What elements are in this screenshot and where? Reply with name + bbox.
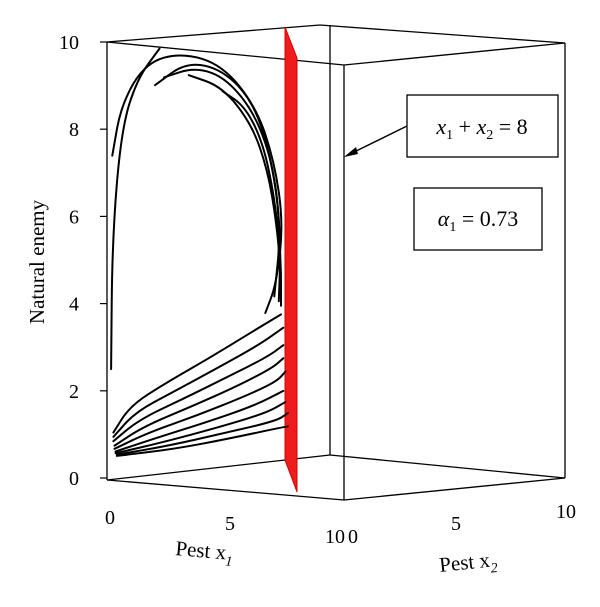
parameter-annotation: α1 = 0.73 bbox=[413, 187, 543, 251]
frame-front-top-left bbox=[106, 41, 345, 66]
box-frame bbox=[106, 24, 566, 501]
parameter-annotation-box bbox=[413, 187, 543, 251]
plane-x1-plus-x2-eq-8 bbox=[284, 26, 298, 493]
frame-back-top-right bbox=[319, 24, 566, 44]
frame-back-bottom-right bbox=[329, 454, 566, 479]
trajectory-15 bbox=[115, 425, 289, 457]
trajectory-9 bbox=[112, 344, 285, 443]
trajectory-8 bbox=[112, 326, 285, 438]
z-axis-label: Natural enemy bbox=[25, 199, 49, 324]
svg-text:Pest x1: Pest x1 bbox=[174, 536, 234, 570]
z-tick-0: 0 bbox=[69, 468, 79, 490]
trajectory-12 bbox=[114, 389, 285, 453]
x2-tick-10: 10 bbox=[556, 501, 576, 523]
z-tick-2: 2 bbox=[69, 381, 79, 403]
plane-eq-rhs: = 8 bbox=[493, 114, 527, 139]
x1-axis-label-sub: 1 bbox=[225, 554, 233, 570]
plane-annotation-text: x1 + x2 = 8 bbox=[435, 114, 527, 143]
trajectory-4 bbox=[163, 68, 282, 303]
x2-tick-0: 0 bbox=[348, 526, 358, 548]
x1-axis-label-text: Pest x bbox=[175, 536, 228, 564]
param-value: = 0.73 bbox=[456, 206, 518, 231]
plane-eq-plus: + bbox=[453, 114, 476, 139]
x2-axis-label: Pest x2 bbox=[438, 547, 498, 582]
trajectory-10 bbox=[113, 357, 285, 447]
trajectory-6 bbox=[221, 90, 282, 307]
x1-tick-5: 5 bbox=[225, 513, 235, 535]
x1-axis-ticks: 0 5 10 bbox=[105, 507, 345, 548]
trajectories bbox=[110, 47, 289, 457]
plane-eq-x: x bbox=[435, 114, 446, 139]
frame-front-bottom-right bbox=[343, 477, 566, 501]
annotation-arrow-head bbox=[344, 147, 358, 157]
frame-front-top-right bbox=[343, 42, 566, 66]
x2-axis-label-sub: 2 bbox=[490, 561, 499, 577]
z-axis-ticks: 0 2 4 6 8 10 bbox=[59, 32, 107, 490]
plane-annotation-box bbox=[406, 94, 559, 158]
plane-eq-sub1: 1 bbox=[446, 128, 453, 143]
x2-tick-5: 5 bbox=[451, 513, 461, 535]
svg-text:Pest x2: Pest x2 bbox=[438, 547, 498, 582]
trajectory-13 bbox=[114, 401, 287, 455]
frame-front-bottom-left bbox=[106, 479, 345, 501]
x1-tick-10: 10 bbox=[325, 526, 345, 548]
param-sub: 1 bbox=[449, 220, 456, 235]
x2-axis-label-text: Pest x bbox=[438, 548, 491, 577]
x1-axis-label: Pest x1 bbox=[174, 536, 234, 570]
trajectory-11 bbox=[113, 370, 287, 450]
trajectory-7 bbox=[112, 313, 283, 434]
plane-eq-x2: x bbox=[476, 114, 487, 139]
param-symbol: α bbox=[438, 206, 450, 231]
parameter-annotation-text: α1 = 0.73 bbox=[438, 206, 518, 235]
trajectory-14 bbox=[115, 412, 289, 456]
z-tick-4: 4 bbox=[69, 294, 79, 316]
trajectory-3 bbox=[154, 63, 281, 298]
plane-eq-sub2: 2 bbox=[486, 128, 493, 143]
plane-annotation: x1 + x2 = 8 bbox=[344, 94, 559, 158]
x2-axis-ticks: 0 5 10 bbox=[348, 501, 576, 548]
z-tick-10: 10 bbox=[59, 32, 79, 54]
trajectory-1 bbox=[110, 47, 161, 371]
x1-tick-0: 0 bbox=[105, 507, 115, 529]
z-tick-6: 6 bbox=[69, 206, 79, 228]
trajectory-2 bbox=[111, 54, 283, 315]
trajectory-5 bbox=[187, 74, 283, 277]
z-tick-8: 8 bbox=[69, 119, 79, 141]
